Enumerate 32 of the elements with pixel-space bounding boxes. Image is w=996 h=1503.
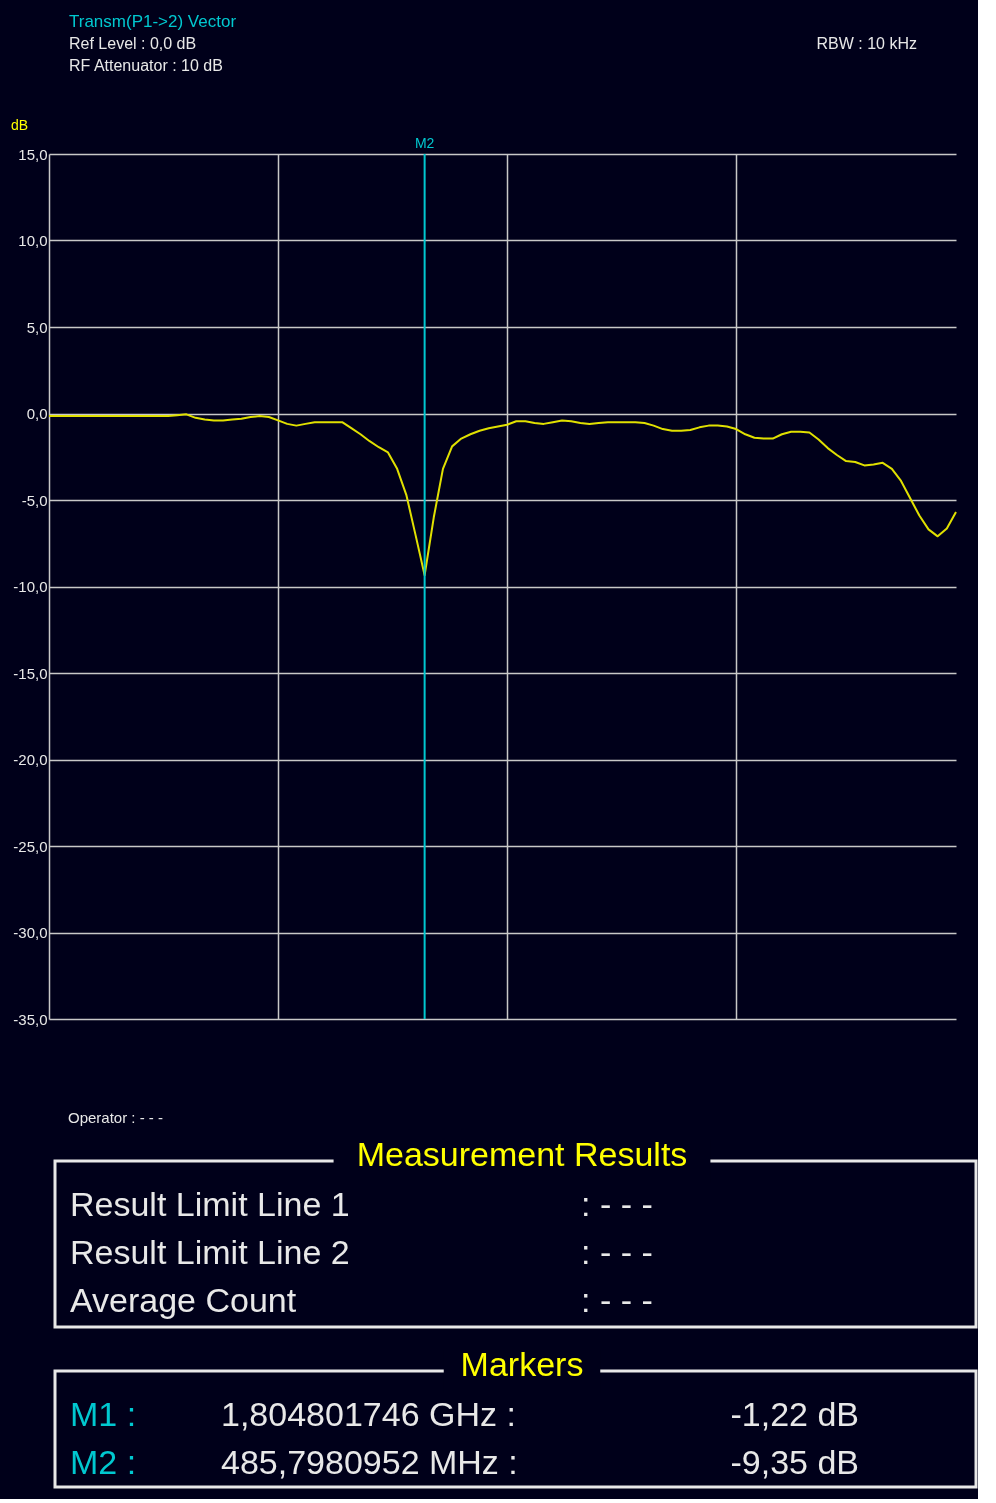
y-tick-label: -30,0: [13, 924, 48, 941]
text: M1 :: [70, 1395, 137, 1433]
text: Markers: [460, 1345, 584, 1383]
text: Operator : - - -: [68, 1109, 164, 1126]
text: 485,7980952 MHz :: [221, 1443, 518, 1481]
y-tick-label: 15,0: [18, 145, 48, 163]
text: Measurement Results: [356, 1135, 688, 1173]
text: : - - -: [581, 1233, 653, 1271]
text: -1,22 dB: [730, 1395, 859, 1433]
text: Ref Level : 0,0 dB: [69, 35, 197, 52]
text: -9,35 dB: [730, 1443, 859, 1481]
y-tick-label: -20,0: [13, 751, 48, 768]
text: M2: [414, 135, 435, 151]
y-tick-label: -5,0: [21, 491, 48, 509]
text: Result Limit Line 2: [70, 1233, 350, 1271]
chart-title: Transm(P1->2) Vector: [69, 12, 237, 31]
y-tick-label: -35,0: [13, 1010, 48, 1028]
y-tick-label: 5,0: [26, 318, 48, 336]
y-axis-title: dB: [10, 116, 29, 133]
y-tick-label: -10,0: [13, 578, 48, 595]
y-tick-label: -25,0: [13, 837, 48, 855]
text: RBW : 10 kHz: [816, 35, 917, 52]
text: 1,804801746 GHz :: [221, 1395, 516, 1433]
text: : - - -: [581, 1281, 653, 1319]
y-tick-label: 10,0: [18, 232, 48, 249]
text: Result Limit Line 1: [70, 1185, 350, 1223]
text: RF Attenuator : 10 dB: [69, 57, 223, 74]
text: M2 :: [70, 1443, 137, 1481]
text: Average Count: [70, 1281, 297, 1319]
y-tick-label: 0,0: [26, 405, 48, 422]
text: : - - -: [581, 1185, 653, 1223]
y-tick-label: -15,0: [13, 664, 48, 682]
